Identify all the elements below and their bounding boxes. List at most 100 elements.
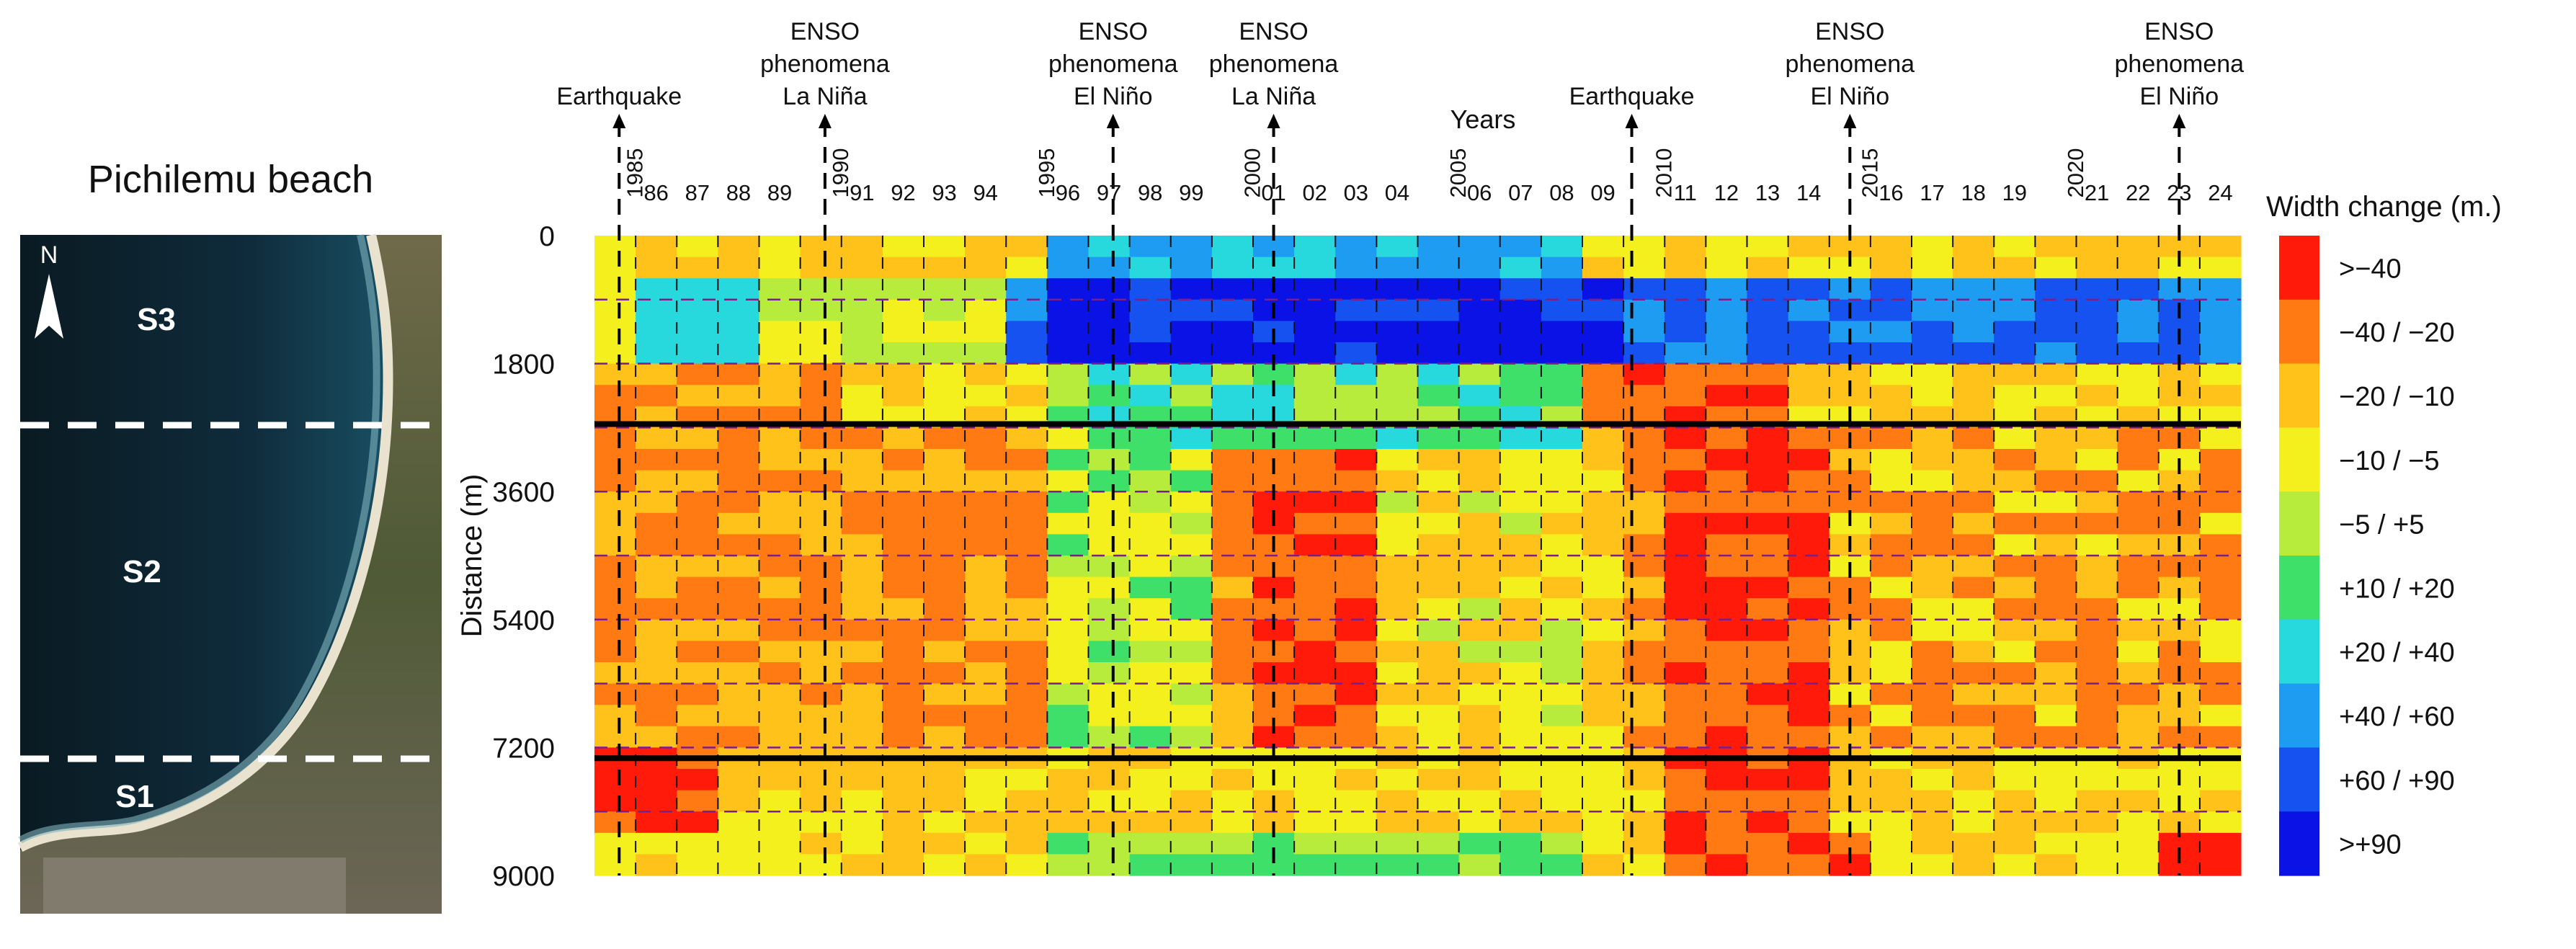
- heatmap-cell: [1953, 534, 1995, 556]
- x-tick-label: 23: [2167, 180, 2191, 205]
- heatmap-cell: [1706, 470, 1748, 492]
- heatmap-cell: [1376, 342, 1419, 365]
- event-label: La Niña: [783, 83, 867, 110]
- heatmap-cell: [1953, 683, 1995, 705]
- heatmap-cell: [677, 598, 718, 620]
- heatmap-cell: [1706, 278, 1748, 300]
- heatmap-cell: [1417, 449, 1460, 471]
- heatmap-cell: [1747, 598, 1789, 620]
- heatmap-cell: [1335, 321, 1377, 343]
- heatmap-cell: [1706, 683, 1748, 705]
- heatmap-cell: [1953, 854, 1995, 876]
- legend-swatch: [2279, 683, 2319, 748]
- x-tick-label: 89: [767, 180, 792, 205]
- heatmap-cell: [2035, 705, 2077, 727]
- heatmap-cell: [1870, 534, 1912, 556]
- heatmap-cell: [1994, 769, 2036, 791]
- heatmap-cell: [1994, 470, 2036, 492]
- heatmap-cell: [1335, 278, 1377, 300]
- heatmap-cell: [1088, 512, 1131, 535]
- heatmap-cell: [1664, 598, 1706, 620]
- x-tick-label: 16: [1878, 180, 1903, 205]
- heatmap-cell: [1953, 363, 1995, 386]
- heatmap-cell: [1047, 236, 1089, 258]
- event-label: phenomena: [1786, 50, 1915, 78]
- heatmap-cell: [1417, 576, 1460, 599]
- heatmap-cell: [1706, 534, 1748, 556]
- heatmap-cell: [1170, 854, 1213, 876]
- heatmap-cell: [1129, 385, 1172, 407]
- heatmap-cell: [1870, 854, 1912, 876]
- heatmap-cell: [1047, 556, 1089, 578]
- heatmap-cell: [1458, 683, 1501, 705]
- event-label: ENSO: [1239, 18, 1308, 45]
- heatmap-cell: [1582, 427, 1624, 450]
- heatmap-cell: [1335, 470, 1377, 492]
- heatmap-cell: [1582, 512, 1624, 535]
- heatmap-cell: [1912, 641, 1953, 663]
- heatmap-cell: [2035, 726, 2077, 748]
- heatmap-cell: [1294, 427, 1336, 450]
- heatmap-cell: [1335, 662, 1377, 685]
- heatmap-cell: [636, 342, 677, 365]
- heatmap-cell: [2199, 236, 2242, 258]
- heatmap-cell: [1499, 491, 1542, 514]
- y-tick-label: 0: [539, 221, 555, 252]
- heatmap-cell: [718, 705, 760, 727]
- heatmap-cell: [1170, 299, 1213, 321]
- heatmap-cell: [636, 576, 677, 599]
- heatmap-cell: [1582, 662, 1624, 685]
- heatmap-cell: [1417, 257, 1460, 279]
- heatmap-cell: [965, 512, 1007, 535]
- heatmap-cell: [1211, 790, 1254, 812]
- heatmap-cell: [1211, 832, 1254, 855]
- heatmap-cell: [1788, 556, 1830, 578]
- legend: Width change (m.) >−40 −40 / −20 −20 / −10 −…: [2266, 191, 2502, 876]
- heatmap-cell: [2199, 278, 2242, 300]
- heatmap-cell: [1047, 769, 1089, 791]
- legend-label: >−40: [2339, 254, 2402, 284]
- heatmap-cell: [1335, 769, 1377, 791]
- heatmap-cell: [1582, 811, 1624, 834]
- heatmap-cell: [718, 811, 760, 834]
- heatmap-cell: [759, 449, 801, 471]
- legend-label: −40 / −20: [2339, 318, 2455, 348]
- heatmap-cell: [759, 662, 801, 685]
- heatmap-cell: [1953, 512, 1995, 535]
- heatmap-cell: [965, 342, 1007, 365]
- heatmap-cell: [1458, 619, 1501, 641]
- heatmap-cell: [2035, 662, 2077, 685]
- heatmap-cell: [1747, 257, 1789, 279]
- heatmap-cell: [1047, 363, 1089, 386]
- heatmap-cell: [800, 363, 842, 386]
- heatmap-cell: [1623, 726, 1665, 748]
- heatmap-cell: [2117, 491, 2160, 514]
- heatmap-cell: [2199, 534, 2242, 556]
- heatmap-cell: [2117, 427, 2160, 450]
- heatmap-cell: [677, 534, 718, 556]
- heatmap-cell: [1170, 769, 1213, 791]
- heatmap-cell: [677, 449, 718, 471]
- heatmap-cell: [1541, 299, 1583, 321]
- heatmap-cell: [1006, 427, 1048, 450]
- heatmap-cell: [1006, 598, 1048, 620]
- heatmap-cell: [882, 278, 924, 300]
- heatmap-cell: [636, 619, 677, 641]
- heatmap-cell: [924, 236, 966, 258]
- heatmap-cell: [677, 236, 718, 258]
- heatmap-cell: [636, 321, 677, 343]
- heatmap-cell: [1088, 321, 1131, 343]
- heatmap-cell: [1211, 619, 1254, 641]
- heatmap-cell: [2035, 491, 2077, 514]
- heatmap-cell: [1006, 832, 1048, 855]
- heatmap-cell: [2199, 556, 2242, 578]
- heatmap-cell: [2199, 726, 2242, 748]
- heatmap-cell: [1294, 363, 1336, 386]
- heatmap-cell: [1788, 385, 1830, 407]
- heatmap-cell: [1541, 769, 1583, 791]
- heatmap-cell: [2035, 832, 2077, 855]
- heatmap-cell: [1335, 236, 1377, 258]
- heatmap-cell: [1953, 427, 1995, 450]
- heatmap-cell: [924, 427, 966, 450]
